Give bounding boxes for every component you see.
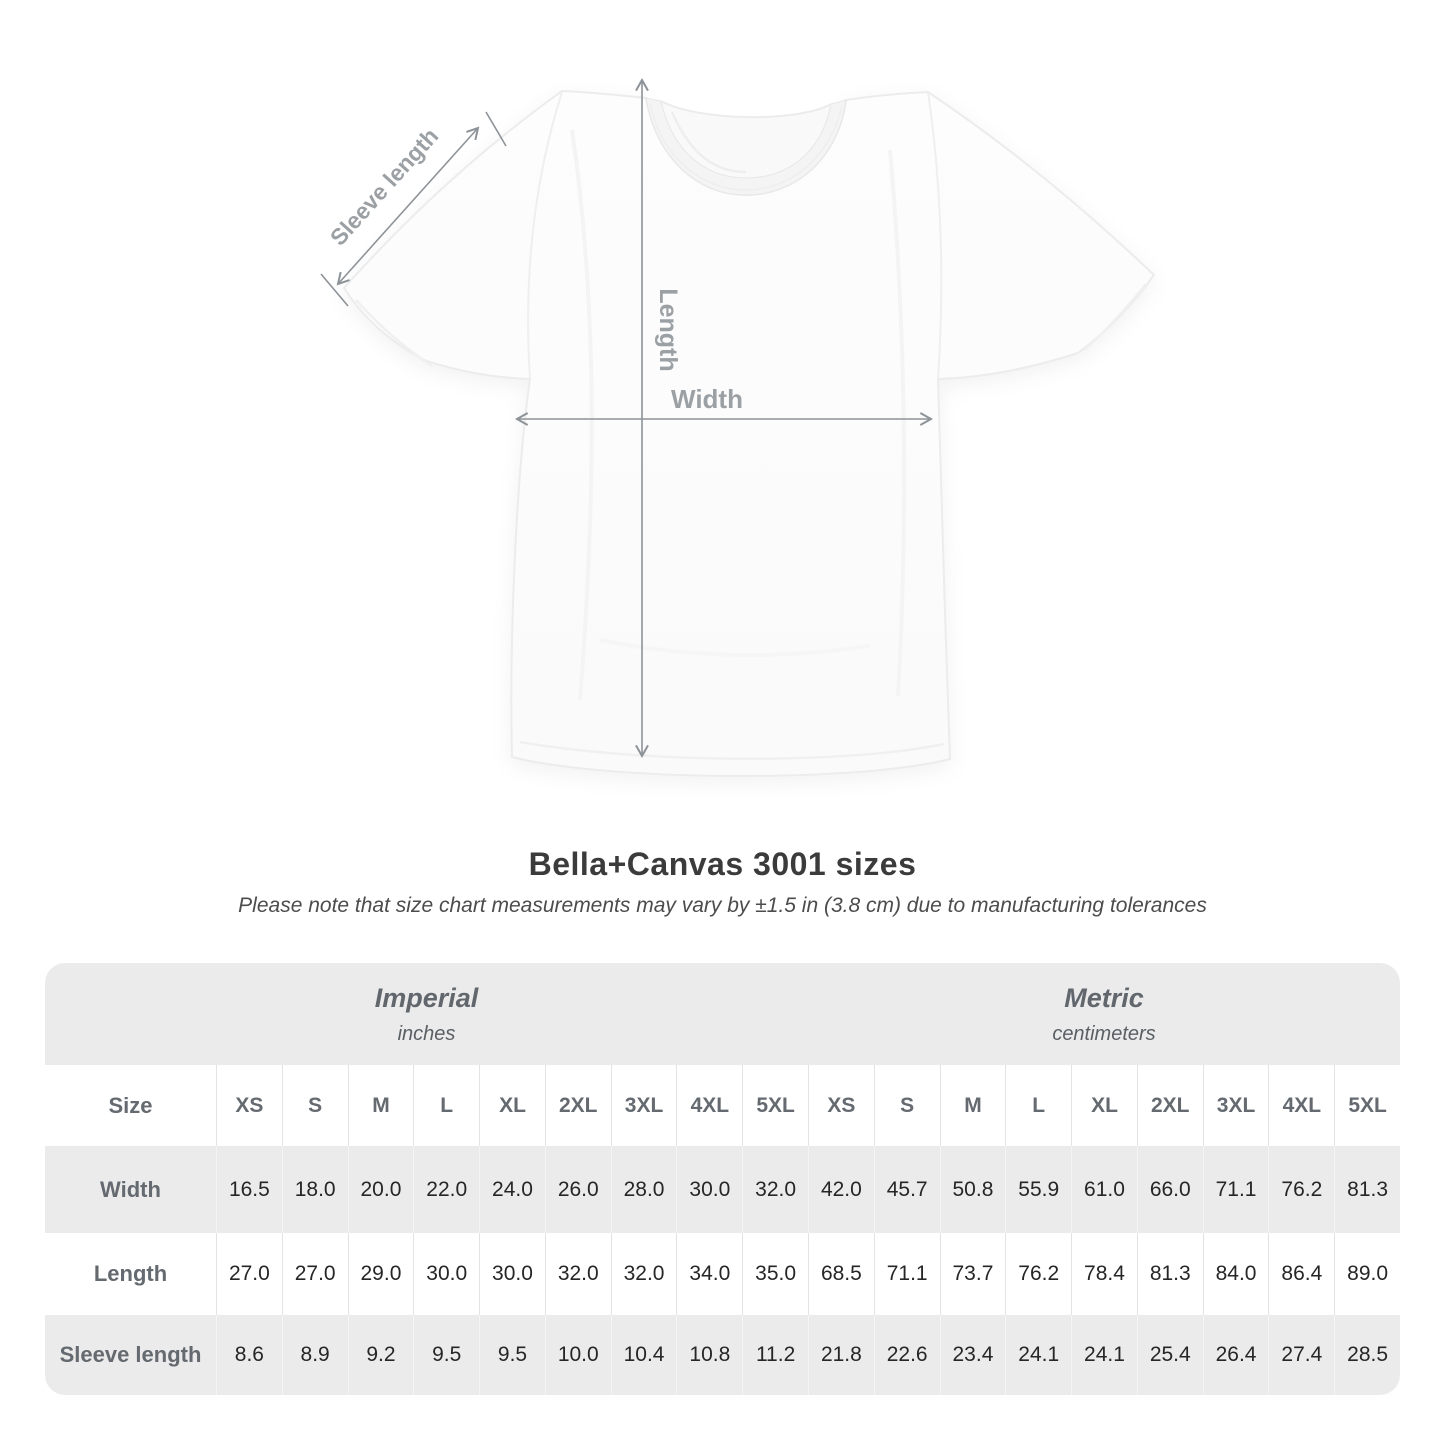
value-cell: 16.5 [216, 1146, 282, 1233]
value-cell: 32.0 [742, 1146, 808, 1233]
tolerance-note: Please note that size chart measurements… [238, 894, 1207, 917]
value-cell: 10.8 [676, 1315, 743, 1395]
size-col-header: 2XL [544, 1065, 611, 1146]
size-table: Imperial inches Metric centimeters Size … [45, 963, 1400, 1395]
unit-group-imperial-unit: inches [397, 1022, 456, 1045]
value-cell: 26.0 [544, 1146, 611, 1233]
value-cell: 11.2 [742, 1315, 808, 1395]
value-cell: 71.1 [1202, 1146, 1269, 1233]
unit-group-metric: Metric centimeters [808, 963, 1400, 1065]
unit-group-metric-unit: centimeters [1052, 1022, 1156, 1045]
value-cell: 8.6 [216, 1315, 282, 1395]
size-col-header: 2XL [1136, 1065, 1203, 1146]
value-cell: 9.5 [479, 1315, 545, 1395]
unit-group-imperial-name: Imperial [374, 982, 479, 1013]
value-cell: 34.0 [676, 1233, 743, 1315]
value-cell: 23.4 [939, 1315, 1006, 1395]
value-cell: 71.1 [873, 1233, 940, 1315]
value-cell: 9.2 [347, 1315, 414, 1395]
value-cell: 20.0 [347, 1146, 414, 1233]
value-cell: 30.0 [413, 1233, 480, 1315]
value-cell: 61.0 [1071, 1146, 1137, 1233]
value-cell: 66.0 [1136, 1146, 1203, 1233]
size-col-header: 3XL [610, 1065, 677, 1146]
size-col-header: 4XL [1268, 1065, 1335, 1146]
size-col-header: M [347, 1065, 414, 1146]
sleeve-length-arrow [336, 126, 480, 286]
row-label: Width [45, 1146, 216, 1233]
value-cell: 21.8 [808, 1315, 874, 1395]
tshirt-body [342, 89, 1156, 777]
value-cell: 84.0 [1202, 1233, 1269, 1315]
size-col-header: L [1005, 1065, 1072, 1146]
row-label: Sleeve length [45, 1315, 216, 1395]
value-cell: 32.0 [544, 1233, 611, 1315]
size-col-header: M [939, 1065, 1006, 1146]
value-cell: 86.4 [1268, 1233, 1335, 1315]
size-header-cell: Size [45, 1065, 216, 1146]
size-col-header: XS [216, 1065, 282, 1146]
value-cell: 30.0 [479, 1233, 545, 1315]
value-cell: 28.5 [1334, 1315, 1400, 1395]
value-cell: 27.0 [281, 1233, 348, 1315]
size-col-header: 3XL [1202, 1065, 1269, 1146]
value-cell: 9.5 [413, 1315, 480, 1395]
value-cell: 10.4 [610, 1315, 677, 1395]
value-cell: 45.7 [873, 1146, 940, 1233]
size-col-header: 4XL [676, 1065, 743, 1146]
unit-group-imperial: Imperial inches [45, 963, 808, 1065]
value-cell: 73.7 [939, 1233, 1006, 1315]
value-cell: 35.0 [742, 1233, 808, 1315]
dimension-arrows [320, 77, 934, 759]
value-cell: 68.5 [808, 1233, 874, 1315]
value-cell: 32.0 [610, 1233, 677, 1315]
sleeve-arrow-tick-bottom [320, 273, 349, 307]
value-cell: 76.2 [1005, 1233, 1072, 1315]
value-cell: 55.9 [1005, 1146, 1072, 1233]
value-cell: 10.0 [544, 1315, 611, 1395]
width-label: Width [671, 384, 743, 414]
value-cell: 27.0 [216, 1233, 282, 1315]
value-cell: 76.2 [1268, 1146, 1335, 1233]
value-cell: 30.0 [676, 1146, 743, 1233]
value-cell: 28.0 [610, 1146, 677, 1233]
value-cell: 27.4 [1268, 1315, 1335, 1395]
value-cell: 24.1 [1005, 1315, 1072, 1395]
value-cell: 22.6 [873, 1315, 940, 1395]
value-cell: 18.0 [281, 1146, 348, 1233]
value-cell: 26.4 [1202, 1315, 1269, 1395]
value-cell: 81.3 [1136, 1233, 1203, 1315]
value-cell: 22.0 [413, 1146, 480, 1233]
row-label: Length [45, 1233, 216, 1315]
value-cell: 29.0 [347, 1233, 414, 1315]
size-col-header: S [281, 1065, 348, 1146]
tshirt-collar [645, 97, 847, 196]
size-col-header: XS [808, 1065, 874, 1146]
size-col-header: 5XL [1334, 1065, 1400, 1146]
unit-group-metric-name: Metric [1064, 982, 1144, 1013]
value-cell: 25.4 [1136, 1315, 1203, 1395]
tshirt-illustration: Sleeve length Length Width [320, 77, 1156, 777]
sleeve-arrow-tick-top [485, 111, 507, 147]
value-cell: 24.0 [479, 1146, 545, 1233]
length-label: Length [654, 288, 682, 371]
size-col-header: L [413, 1065, 480, 1146]
value-cell: 42.0 [808, 1146, 874, 1233]
size-col-header: XL [479, 1065, 545, 1146]
value-cell: 24.1 [1071, 1315, 1137, 1395]
size-col-header: XL [1071, 1065, 1137, 1146]
value-cell: 78.4 [1071, 1233, 1137, 1315]
value-cell: 81.3 [1334, 1146, 1400, 1233]
size-col-header: 5XL [742, 1065, 808, 1146]
value-cell: 89.0 [1334, 1233, 1400, 1315]
value-cell: 8.9 [281, 1315, 348, 1395]
page-title: Bella+Canvas 3001 sizes [528, 846, 917, 882]
value-cell: 50.8 [939, 1146, 1006, 1233]
size-col-header: S [873, 1065, 940, 1146]
